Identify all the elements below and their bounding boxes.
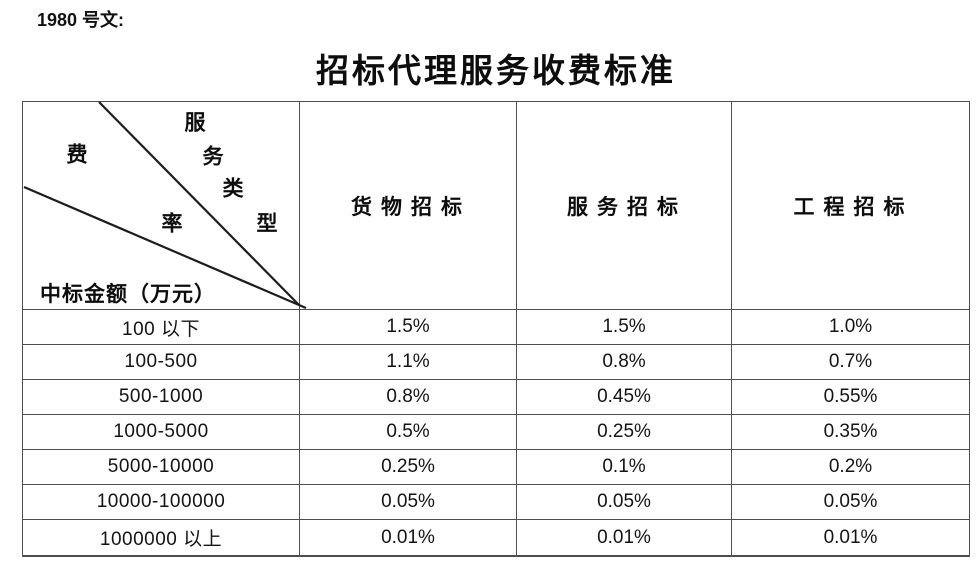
diagonal-divider-lines bbox=[23, 101, 307, 310]
diagonal-header-cell: 服 务 类 型 费 率 中标金额（万元） bbox=[23, 101, 307, 310]
corner-service-type-char: 类 bbox=[222, 176, 244, 201]
table-row: 500-1000 0.8% 0.45% 0.55% bbox=[23, 380, 969, 415]
rate-cell: 0.1% bbox=[517, 450, 732, 485]
rate-cell: 0.05% bbox=[732, 485, 969, 520]
rate-cell: 0.5% bbox=[300, 415, 517, 450]
amount-range-cell: 500-1000 bbox=[23, 380, 300, 415]
rate-cell: 0.01% bbox=[300, 520, 517, 555]
amount-range-cell: 100 以下 bbox=[23, 310, 300, 345]
rate-cell: 0.01% bbox=[517, 520, 732, 555]
column-header-services: 服务招标 bbox=[517, 102, 732, 310]
rate-cell: 0.8% bbox=[300, 380, 517, 415]
corner-service-type-char: 服 bbox=[184, 110, 206, 135]
corner-amount-axis-label: 中标金额（万元） bbox=[40, 282, 216, 306]
rate-cell: 0.2% bbox=[732, 450, 969, 485]
amount-range-cell: 10000-100000 bbox=[23, 485, 300, 520]
rate-cell: 0.35% bbox=[732, 415, 969, 450]
table-row: 10000-100000 0.05% 0.05% 0.05% bbox=[23, 485, 969, 520]
rate-cell: 1.5% bbox=[517, 310, 732, 345]
rate-cell: 0.05% bbox=[517, 485, 732, 520]
corner-service-type-char: 型 bbox=[256, 211, 278, 236]
rate-cell: 0.8% bbox=[517, 345, 732, 380]
rate-cell: 0.01% bbox=[823, 526, 878, 548]
table-header-row: 服 务 类 型 费 率 中标金额（万元） 货物招标 服务招标 工程招标 bbox=[23, 101, 969, 310]
table-row: 1000000 以上 0.01% 0.01% 0.01% bbox=[23, 520, 969, 555]
rate-cell: 0.25% bbox=[517, 415, 732, 450]
amount-range-cell: 5000-10000 bbox=[23, 450, 300, 485]
table-row: 5000-10000 0.25% 0.1% 0.2% bbox=[23, 450, 969, 485]
table-row: 100 以下 1.5% 1.5% 1.0% bbox=[23, 310, 969, 345]
rate-cell: 0.25% bbox=[300, 450, 517, 485]
rate-cell: 0.7% bbox=[732, 345, 969, 380]
rate-cell: 1.5% bbox=[300, 310, 517, 345]
rate-cell: 0.05% bbox=[300, 485, 517, 520]
table-row: 1000-5000 0.5% 0.25% 0.35% bbox=[23, 415, 969, 450]
rate-cell: 0.55% bbox=[732, 380, 969, 415]
corner-rate-char: 率 bbox=[161, 211, 183, 236]
rate-cell: 1.0% bbox=[732, 310, 969, 345]
amount-range-cell: 1000-5000 bbox=[23, 415, 300, 450]
column-header-engineering: 工程招标 bbox=[732, 102, 969, 310]
amount-range-cell: 1000000 以上 bbox=[23, 520, 300, 555]
column-header-goods: 货物招标 bbox=[300, 102, 517, 310]
rate-cell: 0.45% bbox=[517, 380, 732, 415]
table-row: 100-500 1.1% 0.8% 0.7% bbox=[23, 345, 969, 380]
rate-cell: 1.1% bbox=[300, 345, 517, 380]
corner-service-type-char: 务 bbox=[202, 144, 224, 169]
fee-table: 服 务 类 型 费 率 中标金额（万元） 货物招标 服务招标 工程招标 100 … bbox=[22, 101, 970, 557]
amount-range-cell: 100-500 bbox=[23, 345, 300, 380]
corner-rate-char: 费 bbox=[66, 142, 88, 167]
doc-reference-label: 1980 号文: bbox=[37, 10, 125, 30]
page-title: 招标代理服务收费标准 bbox=[316, 54, 676, 90]
